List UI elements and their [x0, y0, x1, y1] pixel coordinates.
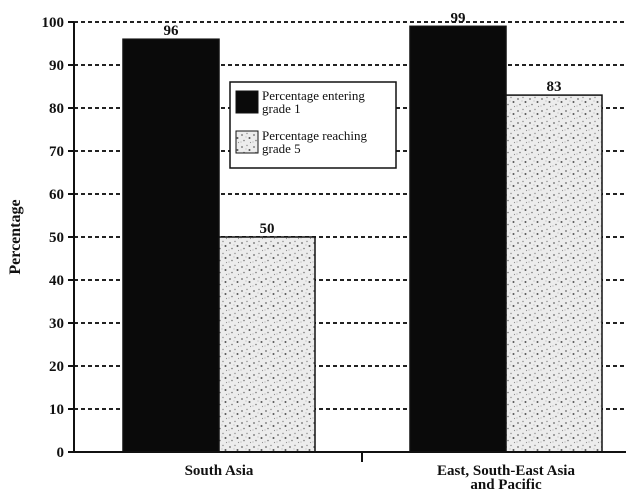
data-label: 50: [260, 221, 275, 237]
y-tick-label: 10: [49, 402, 64, 418]
data-label: 96: [164, 23, 180, 39]
legend-label: Percentage entering: [262, 88, 365, 103]
y-tick-label: 70: [49, 144, 64, 160]
x-category-label: South Asia: [185, 463, 254, 479]
bar-reaching-grade-5: [218, 236, 316, 453]
y-tick-labels: 0 10 20 30 40 50 60 70 80 90 100: [42, 15, 65, 461]
y-tick-label: 20: [49, 359, 64, 375]
x-category-label: East, South-East Asia: [437, 463, 575, 479]
bar-entering-grade-1: [409, 25, 507, 453]
axes: [73, 22, 626, 453]
legend-label: grade 5: [262, 141, 301, 156]
y-tick-label: 90: [49, 58, 64, 74]
y-tick-label: 60: [49, 187, 64, 203]
y-axis-label: Percentage: [7, 199, 24, 274]
y-tick-label: 30: [49, 316, 64, 332]
y-tick-label: 50: [49, 230, 64, 246]
bar-reaching-grade-5: [505, 94, 603, 453]
legend-label: Percentage reaching: [262, 128, 368, 143]
data-labels: 96 99 50 83: [164, 10, 562, 237]
bar-entering-grade-1: [122, 38, 220, 453]
y-tick-label: 100: [42, 15, 65, 31]
y-tick-label: 40: [49, 273, 64, 289]
x-category-label: and Pacific: [470, 477, 542, 493]
bars: [122, 25, 603, 453]
legend-label: grade 1: [262, 101, 301, 116]
y-tick-label: 0: [57, 445, 65, 461]
legend-swatch: [235, 130, 259, 154]
data-label: 99: [451, 10, 466, 26]
legend-swatch: [235, 90, 259, 114]
data-label: 83: [547, 79, 562, 95]
y-tick-label: 80: [49, 101, 64, 117]
